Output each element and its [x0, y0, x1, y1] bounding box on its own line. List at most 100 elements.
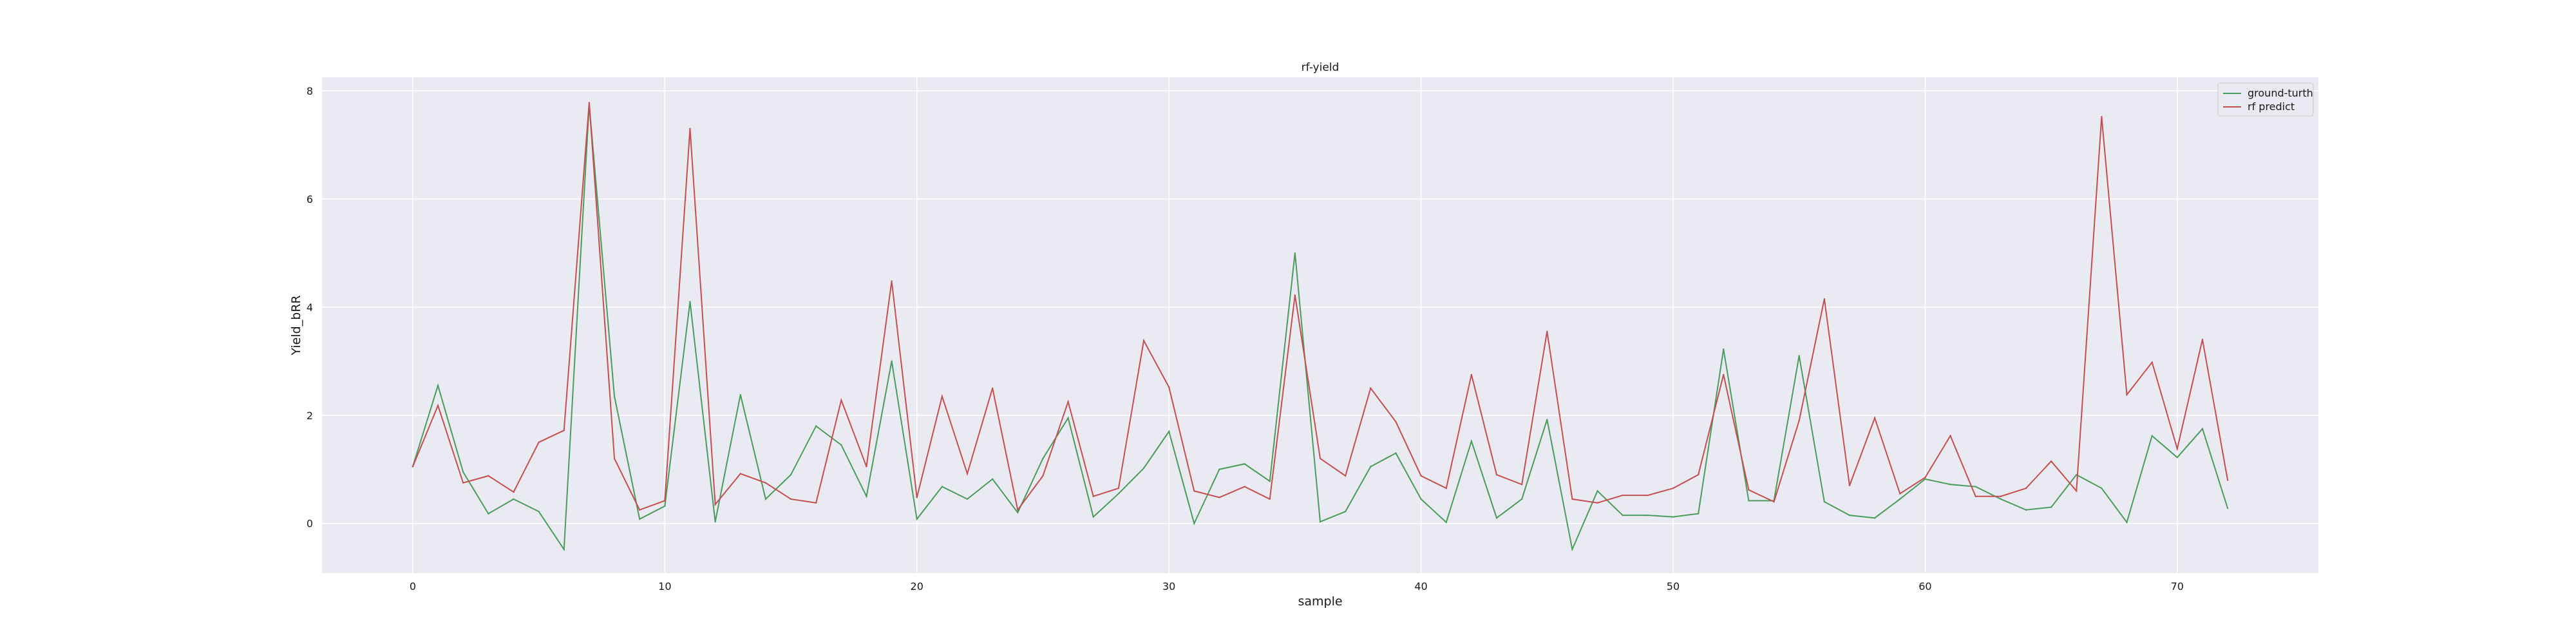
data-point — [1067, 401, 1069, 403]
data-point — [2050, 460, 2052, 462]
data-point — [1092, 495, 1094, 497]
data-point — [2176, 448, 2179, 450]
data-point — [2226, 507, 2229, 509]
data-point — [1470, 374, 1473, 376]
data-point — [916, 518, 918, 520]
data-point — [2101, 487, 2103, 489]
data-point — [764, 498, 767, 500]
data-point — [1823, 298, 1826, 300]
data-point — [941, 395, 943, 397]
data-point — [1647, 514, 1649, 516]
data-point — [664, 500, 666, 502]
data-point — [790, 498, 792, 500]
data-point — [1092, 516, 1094, 518]
data-point — [462, 482, 464, 484]
data-point — [2000, 498, 2002, 500]
plot-area — [322, 77, 2318, 573]
data-point — [613, 395, 616, 397]
data-point — [1723, 348, 1725, 350]
data-point — [1899, 498, 1901, 500]
y-axis-label: Yield_bRR — [289, 295, 303, 355]
x-tick-label: 50 — [1667, 580, 1680, 592]
data-point — [437, 404, 439, 406]
data-point — [1571, 498, 1573, 500]
data-point — [2126, 521, 2128, 524]
x-tick-label: 70 — [2171, 580, 2184, 592]
legend-label: rf predict — [2248, 100, 2295, 113]
data-point — [2176, 457, 2179, 459]
data-point — [1370, 387, 1372, 390]
data-point — [2151, 435, 2153, 437]
data-point — [1445, 487, 1447, 489]
x-tick-label: 20 — [911, 580, 923, 592]
data-point — [1975, 495, 1976, 497]
data-point — [1899, 493, 1901, 495]
data-point — [1168, 430, 1170, 433]
data-point — [790, 473, 792, 476]
data-point — [1622, 514, 1624, 516]
data-point — [1395, 421, 1397, 423]
data-point — [840, 399, 842, 401]
data-point — [1420, 475, 1422, 477]
x-tick-label: 60 — [1918, 580, 1931, 592]
data-point — [1042, 475, 1044, 477]
x-tick-label: 10 — [658, 580, 671, 592]
data-point — [2151, 361, 2153, 363]
data-point — [1596, 490, 1598, 492]
data-point — [1748, 489, 1750, 491]
data-point — [840, 444, 842, 446]
data-point — [513, 491, 515, 493]
data-point — [1924, 477, 1926, 478]
data-point — [1344, 511, 1347, 513]
data-point — [2076, 490, 2078, 492]
data-point — [714, 521, 716, 523]
x-tick-label: 30 — [1162, 580, 1175, 592]
data-point — [1697, 513, 1700, 515]
data-point — [1848, 484, 1851, 487]
data-point — [513, 498, 515, 500]
data-point — [2226, 479, 2229, 481]
data-point — [1546, 330, 1548, 332]
data-point — [891, 280, 893, 282]
data-point — [866, 466, 867, 468]
data-point — [2101, 116, 2103, 118]
legend-label: ground-turth — [2248, 87, 2313, 99]
data-point — [1873, 417, 1876, 419]
data-point — [437, 384, 439, 386]
data-point — [815, 502, 817, 504]
y-axis-ticks: 0 2 4 6 8 — [307, 85, 313, 530]
data-point — [1823, 500, 1826, 503]
data-point — [2201, 339, 2204, 341]
data-point — [1218, 468, 1220, 470]
x-axis-ticks: 0 10 20 30 40 50 60 70 — [410, 580, 2184, 592]
x-axis-label: sample — [1298, 594, 1342, 609]
data-point — [412, 466, 414, 468]
data-point — [815, 425, 817, 427]
data-point — [1017, 511, 1019, 514]
data-point — [1294, 294, 1296, 296]
data-point — [1798, 420, 1800, 422]
data-point — [664, 505, 666, 507]
data-point — [613, 457, 616, 460]
y-tick-label: 8 — [307, 85, 313, 97]
data-point — [1370, 466, 1372, 468]
data-point — [1470, 440, 1473, 442]
data-point — [1848, 514, 1851, 516]
data-point — [1495, 517, 1498, 519]
data-point — [991, 387, 994, 390]
data-point — [1495, 473, 1498, 476]
data-point — [538, 441, 540, 443]
data-point — [563, 430, 565, 431]
data-point — [2025, 487, 2027, 489]
data-point — [1622, 494, 1624, 497]
data-point — [638, 518, 641, 520]
data-point — [891, 360, 893, 363]
data-point — [1949, 484, 1951, 486]
data-point — [1319, 457, 1321, 460]
grid — [322, 77, 2318, 573]
data-point — [1520, 484, 1523, 486]
data-point — [488, 475, 489, 477]
chart-title: rf-yield — [1302, 61, 1340, 74]
